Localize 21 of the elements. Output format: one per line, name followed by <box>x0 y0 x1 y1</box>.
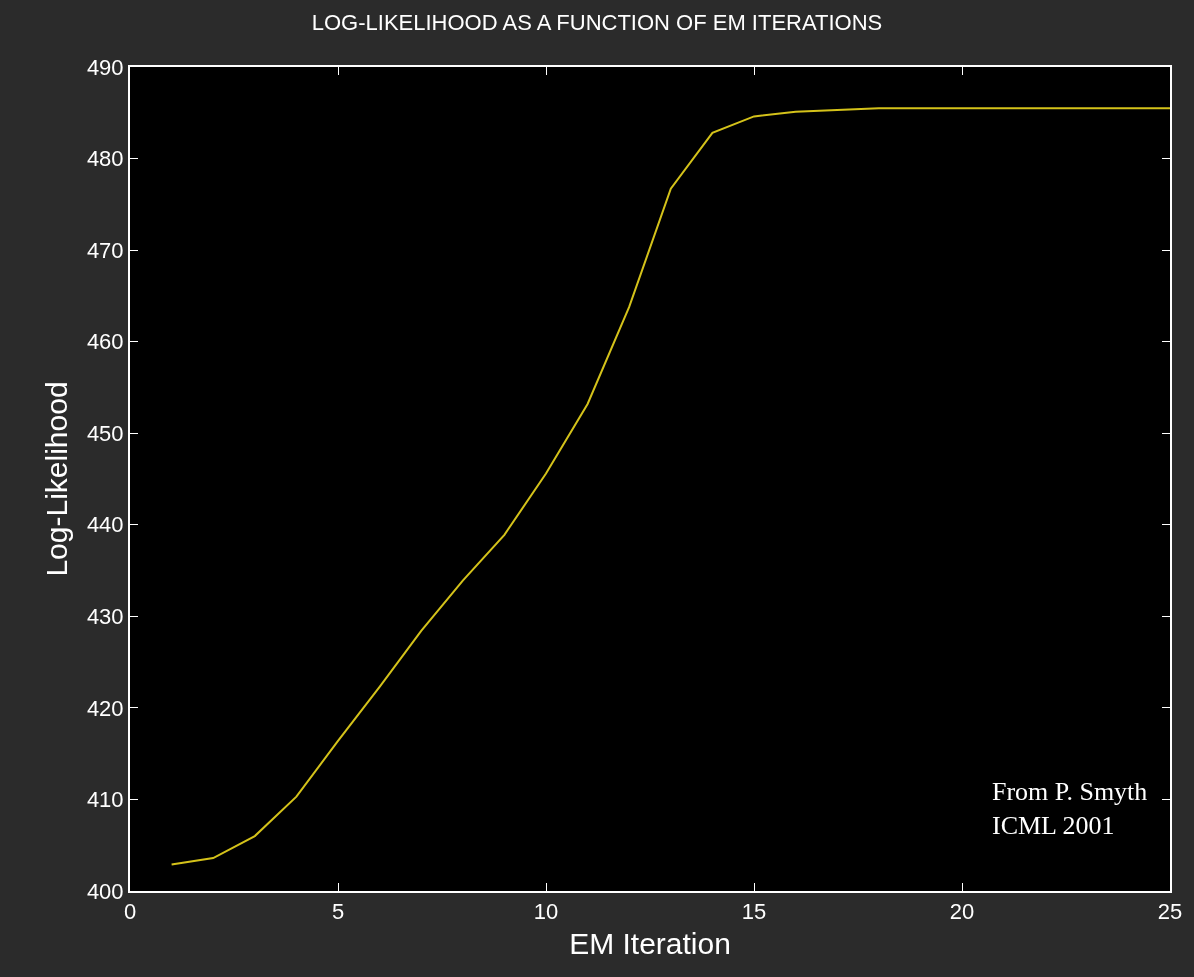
annotation: From P. Smyth ICML 2001 <box>992 777 1148 840</box>
y-tick-label: 490 <box>86 54 124 80</box>
x-tick-label: 25 <box>1157 899 1183 925</box>
x-tick-label: 5 <box>331 899 345 925</box>
y-tick-label: 400 <box>86 878 124 904</box>
y-tick-label: 440 <box>86 512 124 538</box>
x-tick-label: 0 <box>123 899 137 925</box>
y-tick-label: 460 <box>86 329 124 355</box>
x-tick-label: 20 <box>949 899 975 925</box>
y-tick-label: 480 <box>86 146 124 172</box>
line-series <box>170 107 1170 866</box>
y-tick-label: 420 <box>86 695 124 721</box>
chart-title: LOG-LIKELIHOOD AS A FUNCTION OF EM ITERATIONS <box>311 10 883 36</box>
x-tick-label: 10 <box>533 899 559 925</box>
y-tick-label: 430 <box>86 604 124 630</box>
y-tick-label: 450 <box>86 420 124 446</box>
x-tick-label: 15 <box>741 899 767 925</box>
y-axis-title: Log-Likelihood <box>40 381 74 577</box>
y-tick-label: 470 <box>86 237 124 263</box>
x-axis-title: EM Iteration <box>569 927 731 961</box>
y-tick-label: 410 <box>86 787 124 813</box>
